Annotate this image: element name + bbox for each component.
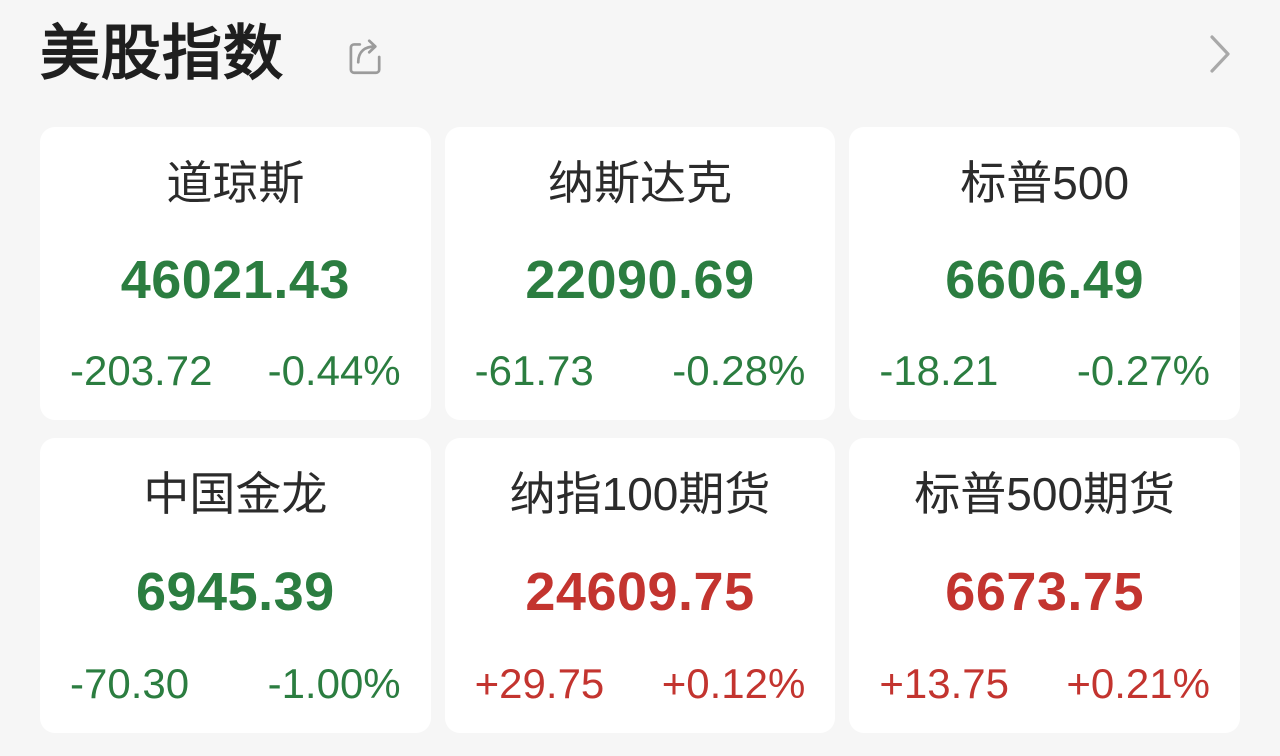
index-name: 中国金龙 — [143, 468, 328, 520]
index-change-row: +29.75 +0.12% — [471, 659, 810, 707]
index-change: -61.73 — [474, 346, 594, 394]
chevron-right-icon[interactable] — [1206, 34, 1234, 74]
index-change-row: -203.72 -0.44% — [66, 346, 405, 394]
index-change-pct: -0.27% — [1076, 346, 1210, 394]
index-change-row: -18.21 -0.27% — [875, 346, 1214, 394]
index-change-pct: +0.21% — [1066, 659, 1210, 707]
index-card-nasdaq[interactable]: 纳斯达克 22090.69 -61.73 -0.28% — [444, 127, 836, 420]
index-change-pct: +0.12% — [661, 659, 806, 707]
index-card-china-golden-dragon[interactable]: 中国金龙 6945.39 -70.30 -1.00% — [40, 438, 431, 733]
index-change: -203.72 — [70, 346, 213, 394]
index-name: 标普500 — [960, 157, 1130, 209]
index-change-pct: -0.28% — [672, 346, 806, 394]
index-value: 22090.69 — [525, 249, 755, 310]
index-name: 纳斯达克 — [547, 157, 732, 209]
share-icon[interactable] — [344, 35, 384, 79]
index-value: 46021.43 — [120, 249, 350, 310]
index-change-pct: -0.44% — [267, 346, 401, 394]
index-card-dow-jones[interactable]: 道琼斯 46021.43 -203.72 -0.44% — [40, 127, 431, 420]
index-change: -70.30 — [70, 659, 190, 707]
index-change-pct: -1.00% — [267, 659, 401, 707]
index-change: +29.75 — [474, 659, 605, 707]
index-name: 标普500期货 — [914, 468, 1176, 520]
index-card-nasdaq100-futures[interactable]: 纳指100期货 24609.75 +29.75 +0.12% — [444, 438, 836, 733]
section-header: 美股指数 — [0, 0, 1280, 127]
index-change-row: -70.30 -1.00% — [66, 659, 405, 707]
index-value: 6673.75 — [945, 561, 1144, 622]
index-value: 6945.39 — [135, 561, 335, 622]
index-name: 道琼斯 — [166, 157, 305, 209]
index-card-sp500[interactable]: 标普500 6606.49 -18.21 -0.27% — [849, 127, 1240, 420]
index-change-row: +13.75 +0.21% — [875, 659, 1214, 707]
index-change: -18.21 — [879, 346, 999, 394]
index-value: 6606.49 — [945, 249, 1144, 310]
index-change-row: -61.73 -0.28% — [471, 346, 810, 394]
index-name: 纳指100期货 — [509, 468, 771, 520]
section-title: 美股指数 — [40, 19, 284, 87]
index-card-sp500-futures[interactable]: 标普500期货 6673.75 +13.75 +0.21% — [849, 438, 1240, 733]
index-change: +13.75 — [879, 659, 1009, 707]
index-card-grid: 道琼斯 46021.43 -203.72 -0.44% 纳斯达克 22090.6… — [40, 127, 1240, 733]
index-value: 24609.75 — [525, 561, 755, 622]
